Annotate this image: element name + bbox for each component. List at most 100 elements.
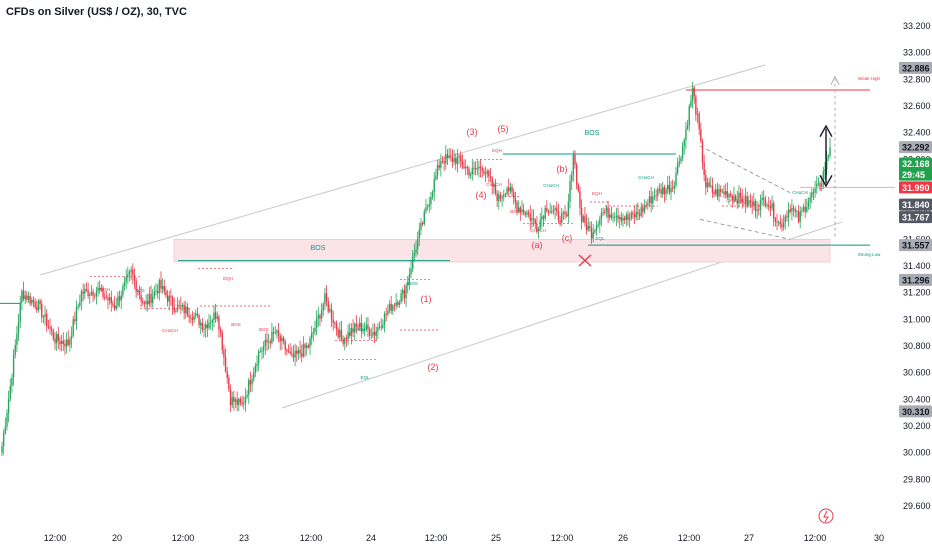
candle-body [698, 113, 700, 130]
candle [547, 209, 550, 216]
candle-body [306, 345, 308, 349]
weak-high-label: Weak High [858, 76, 880, 81]
candle [102, 285, 104, 300]
candle [392, 303, 394, 315]
candle-body [796, 211, 798, 213]
candle-body [720, 189, 722, 192]
candle-body [544, 207, 546, 219]
price-tag-bg [899, 181, 932, 194]
candle-body [739, 192, 742, 198]
candle-body [334, 322, 336, 324]
candle [395, 293, 397, 310]
candle-body [474, 167, 477, 170]
candle-body [509, 186, 512, 192]
candle-body [211, 320, 214, 323]
wave-label-a: (a) [532, 240, 543, 250]
candle [567, 193, 570, 224]
candle [443, 156, 445, 171]
candle-body [377, 327, 379, 332]
candle [557, 203, 560, 224]
candle [302, 336, 305, 359]
candle [24, 290, 26, 304]
candle [282, 335, 285, 345]
candle [474, 161, 477, 176]
candle [257, 349, 260, 371]
candle [256, 355, 258, 372]
candle [54, 332, 56, 350]
candle [42, 314, 45, 324]
candle-body [526, 212, 528, 215]
choch-label: CHoCH [530, 228, 546, 233]
candle-body [223, 350, 225, 358]
candle-body [325, 293, 328, 302]
candle-body [123, 281, 126, 287]
candle [31, 297, 33, 307]
candle [681, 142, 684, 162]
candle [65, 332, 68, 354]
candle-body [771, 203, 773, 209]
candle-body [41, 303, 43, 318]
candle [645, 200, 647, 209]
candle-body [522, 209, 525, 213]
candle [498, 190, 500, 210]
candle [721, 188, 724, 194]
candle-body [103, 296, 106, 298]
candle [794, 206, 796, 218]
candle [153, 285, 156, 300]
candle [166, 290, 169, 307]
candle [204, 320, 207, 338]
candle-body [587, 226, 589, 231]
candle-body [55, 334, 58, 344]
candle [478, 160, 480, 178]
candle [779, 214, 782, 229]
candle-body [811, 192, 813, 198]
candle-body [695, 96, 697, 115]
candle [524, 210, 526, 218]
candle-body [342, 339, 344, 344]
candle [249, 371, 252, 393]
candle-body [118, 296, 121, 301]
candle-body [516, 202, 518, 212]
candle [594, 228, 596, 235]
candle-body [691, 87, 694, 101]
wave-label-4: (4) [476, 190, 487, 200]
candle [748, 195, 750, 208]
candle [483, 167, 485, 176]
candle [628, 212, 631, 228]
candle-body [824, 169, 826, 172]
candle-body [431, 192, 434, 198]
candle-body [382, 324, 384, 328]
candle-body [363, 329, 366, 331]
candle [382, 319, 384, 330]
candle [799, 206, 801, 229]
candle-body [489, 176, 492, 178]
candle-body [65, 339, 68, 347]
candle-body [350, 328, 353, 336]
candle [769, 199, 772, 217]
candle-body [44, 313, 46, 317]
candle [291, 346, 293, 358]
candle-body [92, 291, 94, 296]
candle [622, 213, 624, 228]
wave-label-b: (b) [557, 164, 568, 174]
candle [665, 186, 667, 201]
y-tick-label: 31.200 [903, 288, 931, 298]
candle-body [297, 350, 300, 354]
candle-body [532, 218, 535, 220]
candle [16, 325, 18, 353]
candle-body [733, 195, 735, 201]
candle [759, 194, 762, 218]
candle [269, 338, 271, 349]
candle [466, 165, 469, 175]
candle [756, 200, 758, 220]
x-tick-label: 20 [112, 533, 122, 543]
candle-body [251, 379, 253, 385]
candle [393, 302, 396, 312]
candle [402, 287, 404, 302]
candle [277, 322, 280, 343]
candle-body [436, 165, 439, 176]
candle-body [183, 304, 185, 314]
candle-body [142, 301, 144, 304]
candle [526, 209, 528, 218]
